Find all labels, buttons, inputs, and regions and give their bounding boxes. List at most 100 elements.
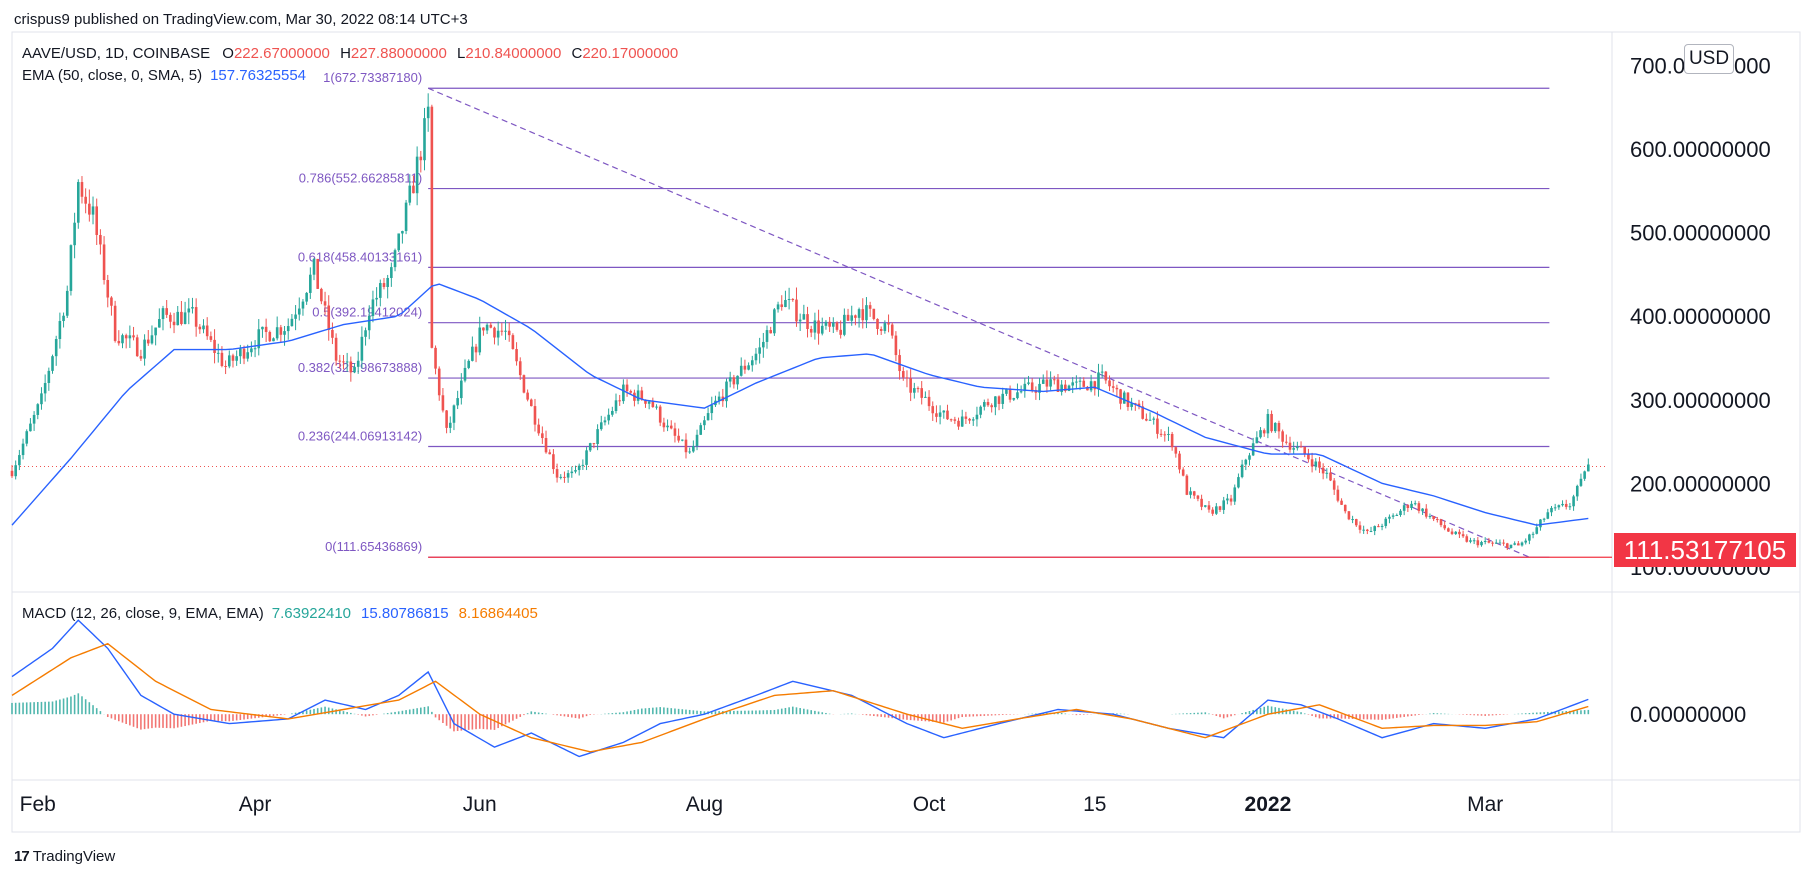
- candle-body: [644, 399, 647, 404]
- candle-body: [957, 420, 960, 427]
- candle-body: [1391, 515, 1395, 517]
- candle-body: [905, 377, 909, 379]
- candle-body: [931, 406, 935, 414]
- candle-body: [618, 400, 621, 402]
- macd-legend[interactable]: MACD (12, 26, close, 9, EMA, EMA) 7.63922…: [22, 605, 538, 622]
- candle-body: [588, 443, 592, 451]
- candle-body: [898, 355, 901, 372]
- candle-body: [813, 320, 817, 333]
- candle-body: [1336, 489, 1340, 501]
- tradingview-brand-text: TradingView: [32, 848, 116, 865]
- candle-body: [850, 315, 854, 321]
- candle-body: [1351, 519, 1354, 521]
- candle-body: [1395, 515, 1399, 517]
- candle-body: [378, 283, 382, 298]
- candle-body: [1119, 389, 1122, 404]
- candle-body: [1049, 379, 1052, 387]
- candle-body: [408, 185, 412, 203]
- candle-body: [106, 280, 110, 298]
- candle-body: [1513, 543, 1516, 545]
- candle-body: [699, 425, 703, 435]
- candle-body: [585, 450, 588, 465]
- candle-body: [1285, 441, 1288, 443]
- candle-body: [286, 326, 290, 332]
- tradingview-logo[interactable]: 17 TradingView: [14, 848, 115, 865]
- fibonacci-retracement: 1(672.73387180) 0.786(552.66285811) 0.618(…: [12, 70, 1612, 558]
- candle-body: [220, 352, 224, 366]
- candle-body: [964, 416, 968, 419]
- candle-body: [669, 425, 673, 429]
- candle-body: [1550, 507, 1553, 513]
- candle-body: [1443, 525, 1446, 529]
- time-tick-label: Apr: [239, 793, 272, 816]
- candle-body: [297, 308, 301, 315]
- candle-body: [1307, 453, 1310, 460]
- macd-signal-value: 8.16864405: [458, 605, 538, 622]
- candle-body: [846, 314, 850, 321]
- candle-body: [607, 414, 610, 421]
- candle-body: [802, 314, 806, 320]
- time-tick-label: Aug: [686, 793, 723, 816]
- candle-body: [448, 422, 452, 428]
- macd-label[interactable]: MACD (12, 26, close, 9, EMA, EMA): [22, 605, 264, 622]
- candle-body: [1141, 406, 1144, 419]
- candle-body: [1016, 392, 1019, 399]
- candle-body: [1524, 540, 1528, 543]
- ema-label[interactable]: EMA (50, close, 0, SMA, 5): [22, 67, 203, 84]
- candle-body: [1432, 516, 1435, 520]
- candle-body: [412, 185, 415, 194]
- candle-body: [1030, 382, 1034, 391]
- currency-button[interactable]: USD: [1684, 44, 1734, 74]
- candle-body: [541, 433, 544, 439]
- candle-body: [1244, 459, 1248, 465]
- symbol-name[interactable]: AAVE/USD, 1D, COINBASE: [22, 45, 211, 62]
- candle-body: [69, 245, 73, 291]
- candle-body: [349, 361, 353, 373]
- candle-body: [1465, 536, 1469, 542]
- candle-body: [1417, 503, 1421, 511]
- candle-body: [1104, 371, 1108, 381]
- candle-body: [692, 446, 695, 452]
- candle-body: [548, 452, 552, 455]
- candle-body: [1318, 461, 1321, 468]
- candle-body: [1579, 478, 1583, 486]
- candle-body: [1314, 461, 1318, 467]
- ema-legend[interactable]: EMA (50, close, 0, SMA, 5) 157.76325554: [22, 67, 306, 84]
- candle-body: [1192, 491, 1196, 496]
- candle-body: [1174, 447, 1178, 454]
- candle-body: [139, 356, 143, 359]
- candle-body: [1354, 519, 1358, 526]
- candle-body: [1078, 380, 1082, 382]
- candle-body: [367, 315, 371, 331]
- candle-body: [150, 335, 154, 344]
- candle-body: [316, 258, 319, 289]
- candle-body: [1251, 443, 1255, 456]
- candle-body: [1410, 503, 1413, 508]
- candle-body: [1170, 433, 1174, 448]
- candle-body: [703, 420, 706, 426]
- candle-body: [1447, 528, 1450, 532]
- candle-body: [102, 244, 106, 281]
- candle-body: [183, 312, 187, 324]
- candle-body: [312, 258, 316, 275]
- candle-body: [1093, 381, 1097, 390]
- candle-body: [1130, 403, 1133, 407]
- candle-body: [1439, 519, 1443, 526]
- time-tick-label: 2022: [1245, 793, 1292, 816]
- candle-body: [1100, 371, 1104, 373]
- candle-body: [110, 297, 113, 306]
- candle-body: [471, 346, 474, 361]
- candle-body: [798, 319, 802, 322]
- candle-body: [809, 329, 813, 333]
- candle-body: [758, 347, 761, 354]
- fib-label-6: 0(111.65436869): [325, 539, 422, 554]
- high-label: H: [340, 45, 351, 62]
- candle-body: [419, 156, 423, 161]
- candle-body: [415, 156, 419, 194]
- candle-body: [80, 182, 84, 197]
- symbol-legend[interactable]: AAVE/USD, 1D, COINBASE O222.67000000 H22…: [22, 45, 684, 62]
- candle-body: [960, 416, 964, 427]
- candle-body: [1461, 534, 1465, 537]
- candle-body: [559, 476, 563, 478]
